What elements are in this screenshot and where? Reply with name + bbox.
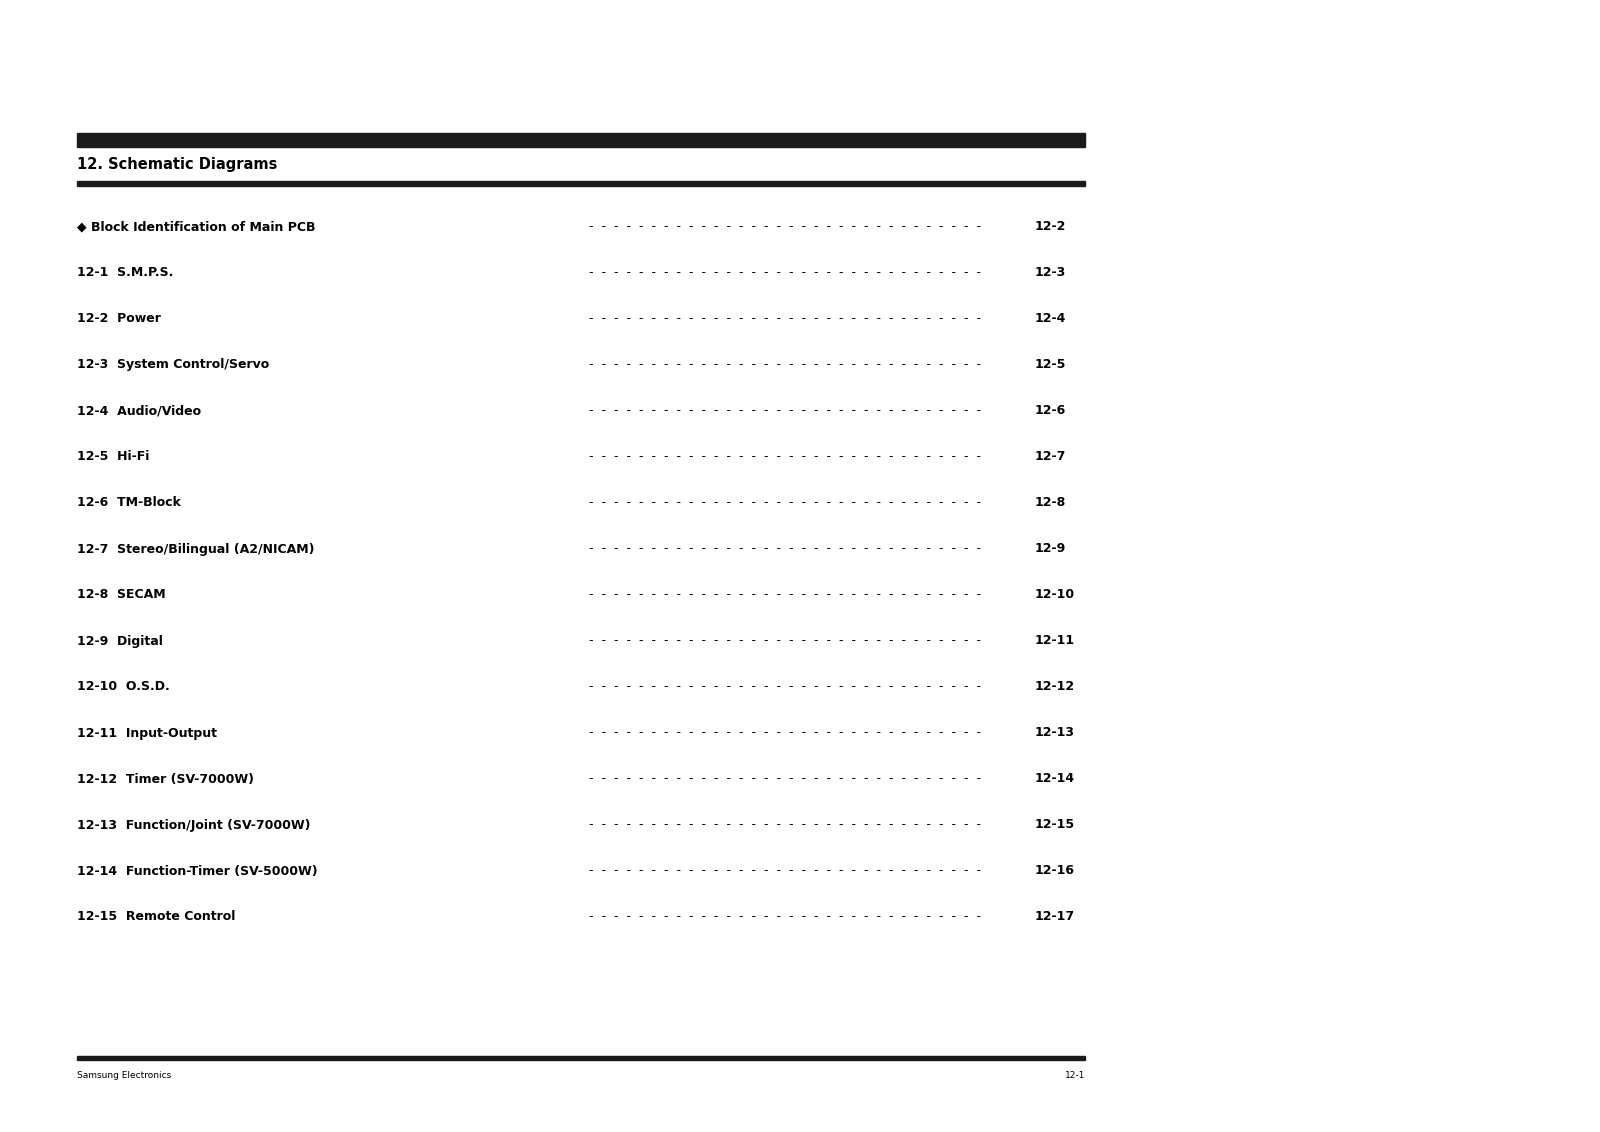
Text: -  -  -  -  -  -  -  -  -  -  -  -  -  -  -  -  -  -  -  -  -  -  -  -  -  -  - : - - - - - - - - - - - - - - - - - - - - … bbox=[586, 865, 986, 877]
Text: 12-8  SECAM: 12-8 SECAM bbox=[77, 589, 166, 601]
Text: 12-6: 12-6 bbox=[1035, 404, 1066, 418]
Text: -  -  -  -  -  -  -  -  -  -  -  -  -  -  -  -  -  -  -  -  -  -  -  -  -  -  - : - - - - - - - - - - - - - - - - - - - - … bbox=[586, 589, 986, 601]
Text: 12-5: 12-5 bbox=[1035, 359, 1066, 371]
Text: 12-7  Stereo/Bilingual (A2/NICAM): 12-7 Stereo/Bilingual (A2/NICAM) bbox=[77, 542, 315, 556]
Text: 12-1  S.M.P.S.: 12-1 S.M.P.S. bbox=[77, 266, 173, 280]
Text: 12-14: 12-14 bbox=[1035, 772, 1075, 786]
Text: -  -  -  -  -  -  -  -  -  -  -  -  -  -  -  -  -  -  -  -  -  -  -  -  -  -  - : - - - - - - - - - - - - - - - - - - - - … bbox=[586, 312, 986, 326]
Text: -  -  -  -  -  -  -  -  -  -  -  -  -  -  -  -  -  -  -  -  -  -  -  -  -  -  - : - - - - - - - - - - - - - - - - - - - - … bbox=[586, 359, 986, 371]
Text: 12-13: 12-13 bbox=[1035, 727, 1075, 739]
Bar bbox=[77, 1055, 1085, 1060]
Text: 12-11: 12-11 bbox=[1035, 635, 1075, 648]
Text: -  -  -  -  -  -  -  -  -  -  -  -  -  -  -  -  -  -  -  -  -  -  -  -  -  -  - : - - - - - - - - - - - - - - - - - - - - … bbox=[586, 772, 986, 786]
Text: 12-12: 12-12 bbox=[1035, 680, 1075, 694]
Text: 12-7: 12-7 bbox=[1035, 451, 1066, 463]
Text: 12-6  TM-Block: 12-6 TM-Block bbox=[77, 497, 181, 509]
Bar bbox=[77, 132, 1085, 147]
Text: -  -  -  -  -  -  -  -  -  -  -  -  -  -  -  -  -  -  -  -  -  -  -  -  -  -  - : - - - - - - - - - - - - - - - - - - - - … bbox=[586, 404, 986, 418]
Text: -  -  -  -  -  -  -  -  -  -  -  -  -  -  -  -  -  -  -  -  -  -  -  -  -  -  - : - - - - - - - - - - - - - - - - - - - - … bbox=[586, 542, 986, 556]
Text: 12-16: 12-16 bbox=[1035, 865, 1075, 877]
Text: 12-5  Hi-Fi: 12-5 Hi-Fi bbox=[77, 451, 149, 463]
Text: 12-8: 12-8 bbox=[1035, 497, 1066, 509]
Text: 12-10  O.S.D.: 12-10 O.S.D. bbox=[77, 680, 170, 694]
Text: 12-13  Function/Joint (SV-7000W): 12-13 Function/Joint (SV-7000W) bbox=[77, 818, 310, 832]
Text: Samsung Electronics: Samsung Electronics bbox=[77, 1071, 171, 1080]
Text: 12-11  Input-Output: 12-11 Input-Output bbox=[77, 727, 218, 739]
Text: 12-2  Power: 12-2 Power bbox=[77, 312, 162, 326]
Text: 12-4  Audio/Video: 12-4 Audio/Video bbox=[77, 404, 202, 418]
Text: -  -  -  -  -  -  -  -  -  -  -  -  -  -  -  -  -  -  -  -  -  -  -  -  -  -  - : - - - - - - - - - - - - - - - - - - - - … bbox=[586, 910, 986, 924]
Text: -  -  -  -  -  -  -  -  -  -  -  -  -  -  -  -  -  -  -  -  -  -  -  -  -  -  - : - - - - - - - - - - - - - - - - - - - - … bbox=[586, 635, 986, 648]
Text: 12-15: 12-15 bbox=[1035, 818, 1075, 832]
Text: 12-15  Remote Control: 12-15 Remote Control bbox=[77, 910, 235, 924]
Text: -  -  -  -  -  -  -  -  -  -  -  -  -  -  -  -  -  -  -  -  -  -  -  -  -  -  - : - - - - - - - - - - - - - - - - - - - - … bbox=[586, 266, 986, 280]
Bar bbox=[77, 181, 1085, 186]
Text: -  -  -  -  -  -  -  -  -  -  -  -  -  -  -  -  -  -  -  -  -  -  -  -  -  -  - : - - - - - - - - - - - - - - - - - - - - … bbox=[586, 221, 986, 233]
Text: 12-12  Timer (SV-7000W): 12-12 Timer (SV-7000W) bbox=[77, 772, 254, 786]
Text: 12-4: 12-4 bbox=[1035, 312, 1066, 326]
Text: -  -  -  -  -  -  -  -  -  -  -  -  -  -  -  -  -  -  -  -  -  -  -  -  -  -  - : - - - - - - - - - - - - - - - - - - - - … bbox=[586, 727, 986, 739]
Text: 12-14  Function-Timer (SV-5000W): 12-14 Function-Timer (SV-5000W) bbox=[77, 865, 318, 877]
Text: -  -  -  -  -  -  -  -  -  -  -  -  -  -  -  -  -  -  -  -  -  -  -  -  -  -  - : - - - - - - - - - - - - - - - - - - - - … bbox=[586, 451, 986, 463]
Text: 12-9: 12-9 bbox=[1035, 542, 1066, 556]
Text: 12-2: 12-2 bbox=[1035, 221, 1066, 233]
Text: 12-3: 12-3 bbox=[1035, 266, 1066, 280]
Text: 12-10: 12-10 bbox=[1035, 589, 1075, 601]
Text: 12-9  Digital: 12-9 Digital bbox=[77, 635, 163, 648]
Text: 12. Schematic Diagrams: 12. Schematic Diagrams bbox=[77, 157, 277, 172]
Text: 12-3  System Control/Servo: 12-3 System Control/Servo bbox=[77, 359, 269, 371]
Text: ◆ Block Identification of Main PCB: ◆ Block Identification of Main PCB bbox=[77, 221, 315, 233]
Text: -  -  -  -  -  -  -  -  -  -  -  -  -  -  -  -  -  -  -  -  -  -  -  -  -  -  - : - - - - - - - - - - - - - - - - - - - - … bbox=[586, 818, 986, 832]
Text: 12-1: 12-1 bbox=[1064, 1071, 1085, 1080]
Text: -  -  -  -  -  -  -  -  -  -  -  -  -  -  -  -  -  -  -  -  -  -  -  -  -  -  - : - - - - - - - - - - - - - - - - - - - - … bbox=[586, 680, 986, 694]
Text: 12-17: 12-17 bbox=[1035, 910, 1075, 924]
Text: -  -  -  -  -  -  -  -  -  -  -  -  -  -  -  -  -  -  -  -  -  -  -  -  -  -  - : - - - - - - - - - - - - - - - - - - - - … bbox=[586, 497, 986, 509]
